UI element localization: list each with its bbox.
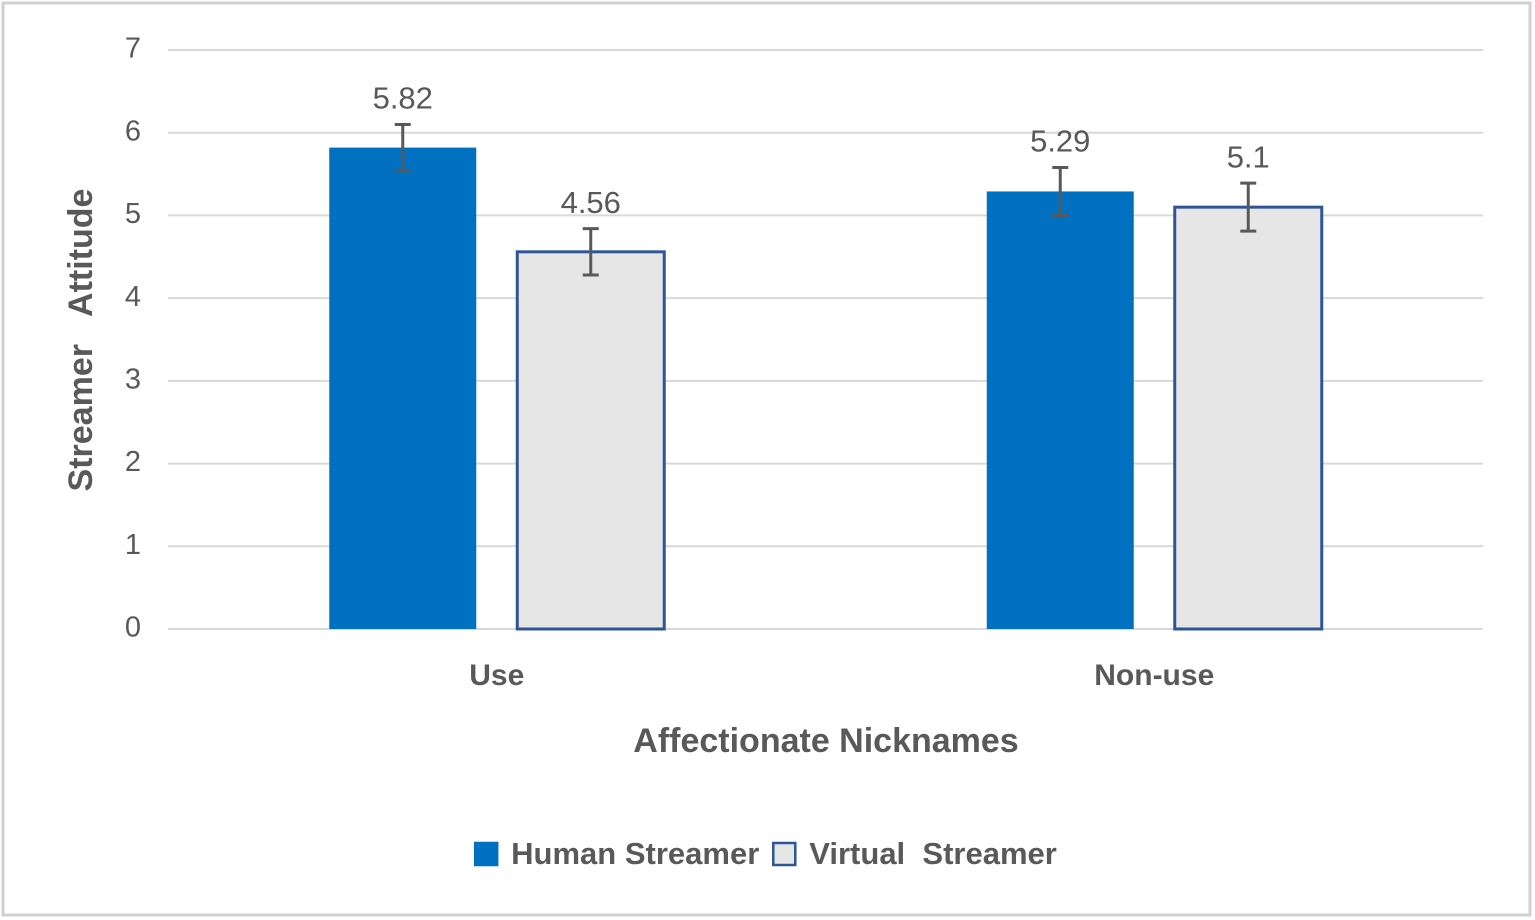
bar xyxy=(986,191,1134,630)
value-label: 5.1 xyxy=(1227,139,1270,174)
bar xyxy=(1173,205,1324,631)
y-tick-label: 2 xyxy=(125,446,141,478)
bar xyxy=(515,250,666,631)
error-bar xyxy=(394,122,411,173)
y-tick-label: 1 xyxy=(125,529,141,561)
x-axis-title: Affectionate Nicknames xyxy=(633,722,1018,760)
x-tick-label: Non-use xyxy=(1094,659,1214,692)
y-tick-label: 4 xyxy=(125,281,141,313)
legend-label: Virtual Streamer xyxy=(809,836,1057,871)
value-label: 5.29 xyxy=(1030,124,1090,159)
y-tick-label: 7 xyxy=(125,33,141,65)
legend-label: Human Streamer xyxy=(511,836,759,871)
error-bar xyxy=(582,227,599,277)
legend-swatch xyxy=(772,841,797,867)
bar xyxy=(329,147,477,630)
legend-swatch xyxy=(473,841,499,867)
value-label: 5.82 xyxy=(373,81,433,116)
error-bar xyxy=(1052,165,1069,217)
x-tick-label: Use xyxy=(469,659,524,692)
y-tick-label: 3 xyxy=(125,364,141,396)
y-tick-label: 0 xyxy=(125,612,141,644)
y-axis-title: Streamer Attitude xyxy=(62,189,100,492)
y-tick-label: 6 xyxy=(125,115,141,147)
error-bar xyxy=(1240,181,1257,233)
y-tick-label: 5 xyxy=(125,198,141,230)
value-label: 4.56 xyxy=(561,185,621,220)
